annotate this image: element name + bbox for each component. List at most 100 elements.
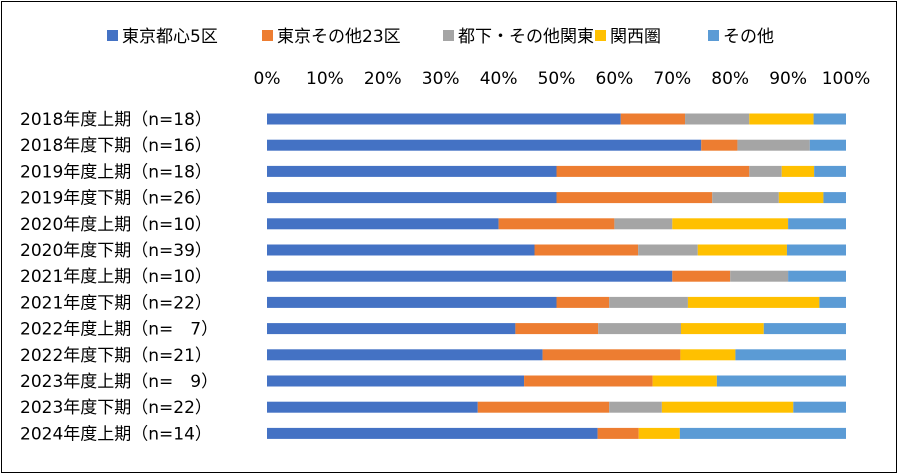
bar-segment (823, 192, 846, 204)
category-label: 2018年度上期（n=18） (20, 110, 212, 130)
bar-segment (793, 401, 846, 413)
x-tick-label: 50% (538, 69, 576, 89)
category-label: 2019年度下期（n=26） (20, 189, 212, 209)
x-tick-label: 80% (711, 69, 749, 89)
bar-segment (267, 165, 557, 177)
legend-label: 都下・その他関東 (458, 27, 594, 47)
bar-segment (597, 427, 639, 439)
bar-segment (672, 270, 731, 282)
bar-row (267, 139, 846, 151)
bar-segment (788, 218, 846, 230)
x-tick-label: 60% (596, 69, 634, 89)
x-tick-label: 0% (254, 69, 281, 89)
bar-segment (638, 427, 680, 439)
category-label: 2024年度上期（n=14） (20, 424, 212, 444)
bar-segment (680, 349, 736, 361)
bar-segment (809, 139, 846, 151)
legend-label: 関西圏 (610, 27, 661, 47)
bar-segment (267, 296, 557, 308)
bar-segment (813, 113, 846, 125)
bar-segment (749, 165, 782, 177)
bar-segment (685, 113, 750, 125)
category-labels: 2018年度上期（n=18） 2018年度下期（n=16） 2019年度上期（n=1… (20, 110, 218, 444)
legend-item: 関西圏 (595, 27, 661, 47)
bar-segment (701, 139, 738, 151)
bar-segment (620, 113, 686, 125)
category-label: 2021年度上期（n=10） (20, 267, 212, 287)
bar-segment (477, 401, 610, 413)
bar-segment (556, 296, 610, 308)
bar-segment (687, 296, 820, 308)
x-tick-label: 70% (653, 69, 691, 89)
bar-segment (781, 165, 815, 177)
category-label: 2020年度下期（n=39） (20, 241, 212, 261)
bar-row (267, 270, 846, 282)
bar-row (267, 323, 846, 335)
legend-label: 東京その他23区 (277, 27, 401, 47)
bar-row (267, 218, 846, 230)
category-label: 2020年度上期（n=10） (20, 215, 212, 235)
bar-segment (609, 296, 688, 308)
legend-item: その他 (708, 27, 774, 47)
bar-segment (786, 244, 846, 256)
bar-segment (652, 375, 717, 387)
bar-row (267, 427, 846, 439)
bar-segment (749, 113, 814, 125)
bar-segment (672, 218, 789, 230)
bar-segment (267, 375, 525, 387)
x-tick-label: 10% (306, 69, 344, 89)
legend-swatch (262, 30, 273, 41)
bar-segment (661, 401, 794, 413)
bar-segment (267, 270, 673, 282)
x-tick-label: 20% (364, 69, 402, 89)
bar-segment (534, 244, 639, 256)
category-label: 2022年度上期（n= 7） (20, 320, 218, 340)
legend: 東京都心5区 東京その他23区 都下・その他関東 関西圏 その他 (107, 27, 774, 47)
bar-row (267, 401, 846, 413)
x-axis-tick-labels: 0% 10% 20% 30% 40% 50% 60% 70% 80% 90% 100% (254, 69, 871, 89)
legend-label: その他 (723, 27, 774, 47)
bar-segment (697, 244, 787, 256)
bar-segment (556, 165, 750, 177)
category-label: 2018年度下期（n=16） (20, 136, 212, 156)
bar-segment (638, 244, 698, 256)
bars (267, 113, 846, 439)
bar-segment (267, 244, 535, 256)
bar-segment (716, 375, 846, 387)
bar-segment (542, 349, 681, 361)
bar-segment (556, 192, 713, 204)
category-label: 2021年度下期（n=22） (20, 293, 212, 313)
category-label: 2022年度下期（n=21） (20, 346, 212, 366)
bar-segment (267, 323, 516, 335)
bar-segment (819, 296, 846, 308)
bar-segment (267, 113, 621, 125)
bar-row (267, 192, 846, 204)
bar-segment (267, 192, 557, 204)
bar-row (267, 244, 846, 256)
x-tick-label: 30% (422, 69, 460, 89)
x-tick-label: 90% (769, 69, 807, 89)
bar-segment (614, 218, 673, 230)
bar-segment (524, 375, 653, 387)
bar-segment (680, 323, 764, 335)
bar-segment (679, 427, 846, 439)
category-label: 2023年度上期（n= 9） (20, 372, 218, 392)
legend-swatch (595, 30, 606, 41)
category-label: 2023年度下期（n=22） (20, 398, 212, 418)
x-tick-label: 100% (822, 69, 871, 89)
legend-item: 東京その他23区 (262, 27, 401, 47)
bar-segment (763, 323, 846, 335)
legend-item: 都下・その他関東 (443, 27, 594, 47)
legend-label: 東京都心5区 (122, 27, 218, 47)
bar-segment (267, 401, 478, 413)
bar-segment (515, 323, 599, 335)
bar-row (267, 349, 846, 361)
bar-segment (788, 270, 846, 282)
category-label: 2019年度上期（n=18） (20, 162, 212, 182)
bar-segment (267, 218, 499, 230)
bar-segment (609, 401, 662, 413)
bar-row (267, 113, 846, 125)
bar-row (267, 375, 846, 387)
